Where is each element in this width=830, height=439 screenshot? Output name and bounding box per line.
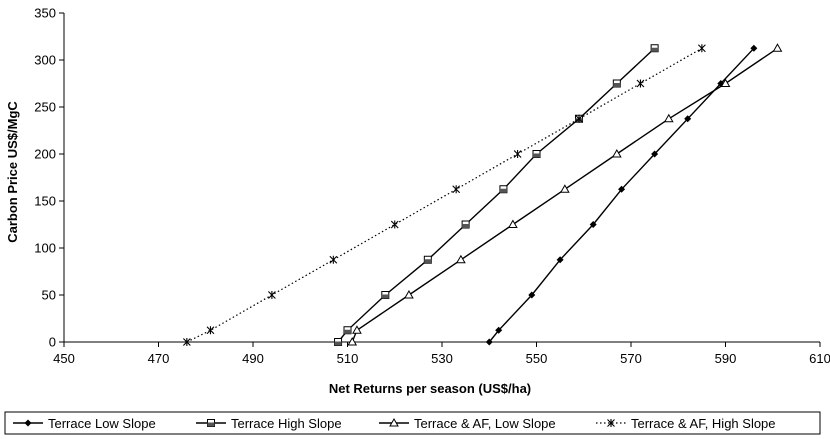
series-line	[351, 47, 778, 343]
data-point	[589, 221, 597, 228]
data-point	[618, 185, 626, 193]
x-axis-ticks: 450 470 490 510 530 550 570 590 610	[53, 342, 830, 366]
series-4	[182, 44, 706, 346]
data-point	[452, 185, 461, 194]
x-tick-label: 570	[620, 351, 642, 366]
y-tick-label: 50	[42, 288, 56, 303]
data-point	[612, 79, 621, 88]
data-point	[651, 150, 659, 158]
legend-item: Terrace High Slope	[196, 416, 342, 431]
legend-marker	[24, 419, 32, 427]
data-point	[697, 44, 706, 53]
data-point	[485, 338, 493, 346]
chart-axes	[63, 13, 820, 343]
data-point	[650, 44, 659, 53]
data-point	[352, 325, 362, 334]
data-point	[334, 338, 343, 346]
series-line	[488, 47, 755, 343]
x-axis-title: Net Returns per season (US$/ha)	[329, 381, 531, 396]
data-point	[268, 291, 276, 299]
data-point	[329, 255, 338, 264]
x-tick-label: 590	[715, 351, 737, 366]
legend-box	[4, 411, 821, 435]
x-tick-label: 530	[431, 351, 453, 366]
y-tick-label: 100	[34, 241, 56, 256]
y-tick-label: 200	[34, 147, 56, 162]
data-point	[684, 115, 692, 123]
series-1	[485, 44, 758, 346]
x-tick-label: 450	[53, 351, 75, 366]
legend-label: Terrace & AF, Low Slope	[414, 416, 556, 431]
data-point	[495, 326, 503, 334]
data-point	[423, 255, 432, 264]
x-tick-label: 610	[809, 351, 830, 366]
y-tick-label: 350	[34, 6, 56, 21]
legend-marker	[607, 419, 615, 427]
x-tick-label: 550	[526, 351, 548, 366]
x-tick-label: 470	[148, 351, 170, 366]
data-point	[636, 79, 645, 88]
x-tick-label: 510	[337, 351, 359, 366]
data-point	[513, 150, 522, 158]
data-point	[206, 326, 215, 335]
data-point	[381, 291, 390, 299]
data-point	[750, 44, 758, 52]
data-point	[456, 254, 466, 264]
y-axis-ticks: 0 50 100 150 200 250 300 350	[34, 6, 64, 350]
data-point	[611, 148, 622, 158]
series-line	[186, 47, 703, 343]
data-point	[347, 336, 358, 346]
chart-legend: Terrace Low Slope Terrace High Slope Terra…	[4, 411, 821, 435]
legend-label: Terrace High Slope	[231, 416, 342, 431]
data-point	[559, 184, 570, 193]
data-point	[532, 150, 541, 158]
series-3	[347, 43, 783, 346]
y-tick-label: 300	[34, 53, 56, 68]
legend-label: Terrace Low Slope	[48, 416, 156, 431]
data-point	[343, 326, 352, 335]
data-point	[390, 220, 399, 229]
data-point	[461, 220, 470, 229]
chart-series	[182, 43, 783, 346]
y-tick-label: 250	[34, 100, 56, 115]
legend-item: Terrace & AF, Low Slope	[379, 416, 556, 431]
data-point	[528, 291, 536, 299]
data-point	[499, 185, 508, 194]
data-point	[556, 256, 564, 264]
legend-label: Terrace & AF, High Slope	[631, 416, 776, 431]
data-point	[772, 43, 783, 52]
data-point	[720, 78, 731, 87]
y-axis-title: Carbon Price US$/MgC	[5, 101, 20, 243]
legend-marker	[207, 419, 215, 427]
series-line	[337, 47, 656, 343]
data-point	[508, 219, 518, 228]
legend-item: Terrace Low Slope	[13, 416, 156, 431]
data-point	[575, 114, 583, 123]
legend-marker	[389, 417, 399, 427]
data-point	[663, 113, 674, 123]
x-tick-label: 490	[242, 351, 264, 366]
y-tick-label: 0	[49, 335, 56, 350]
legend-item: Terrace & AF, High Slope	[596, 416, 776, 431]
data-point	[404, 289, 414, 299]
series-2	[334, 44, 659, 346]
y-tick-label: 150	[34, 194, 56, 209]
data-point	[182, 338, 191, 346]
